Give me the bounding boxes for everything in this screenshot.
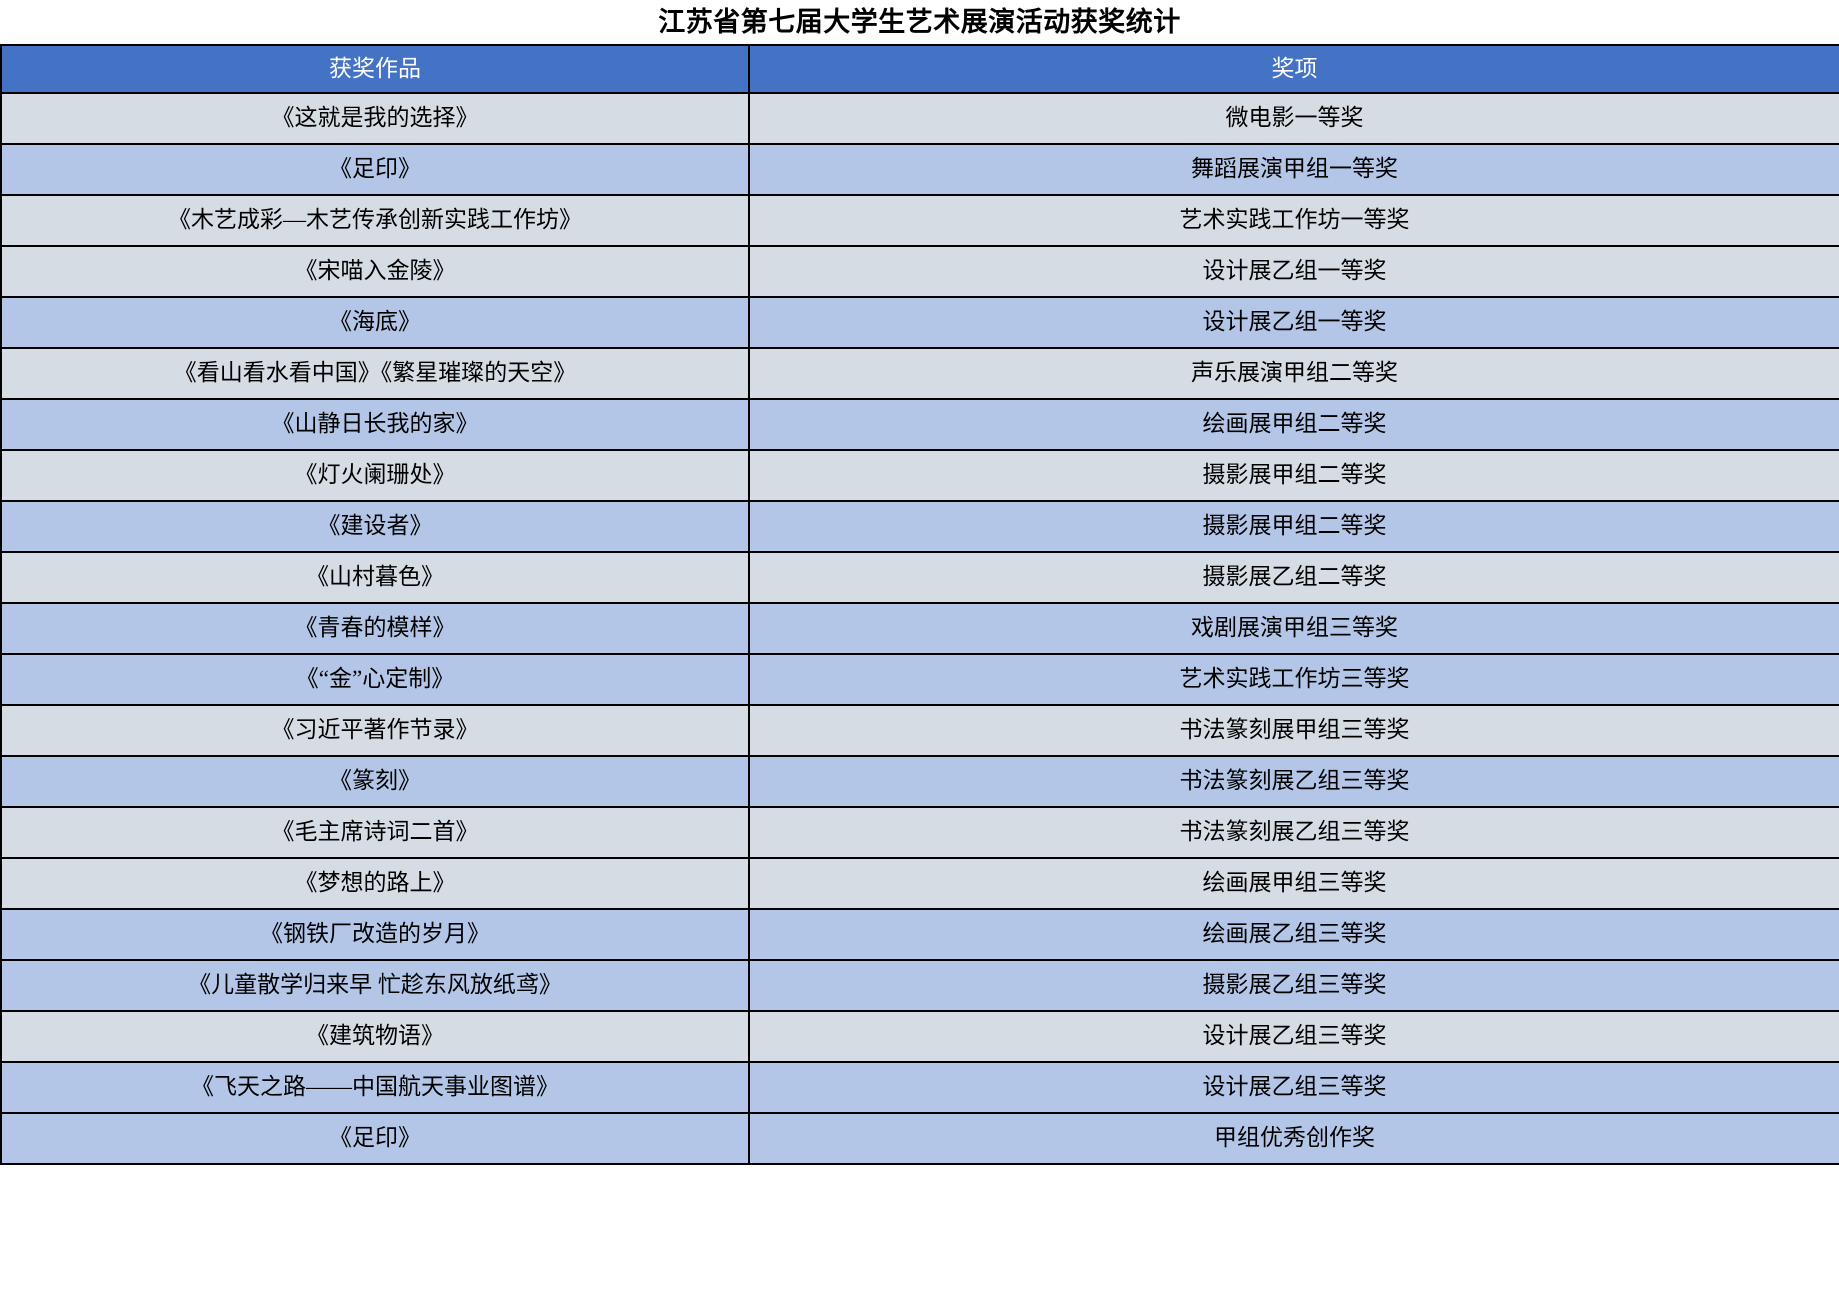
cell-award: 微电影一等奖	[748, 92, 1839, 145]
table-row: 《儿童散学归来早 忙趁东风放纸鸢》 摄影展乙组三等奖	[0, 959, 1839, 1012]
table-row: 《看山看水看中国》《繁星璀璨的天空》 声乐展演甲组二等奖	[0, 347, 1839, 400]
table-row: 《山村暮色》 摄影展乙组二等奖	[0, 551, 1839, 604]
table-row: 《青春的模样》 戏剧展演甲组三等奖	[0, 602, 1839, 655]
cell-award: 书法篆刻展乙组三等奖	[748, 806, 1839, 859]
cell-award: 绘画展甲组二等奖	[748, 398, 1839, 451]
cell-work: 《飞天之路——中国航天事业图谱》	[0, 1061, 750, 1114]
cell-award: 艺术实践工作坊三等奖	[748, 653, 1839, 706]
cell-award: 摄影展乙组三等奖	[748, 959, 1839, 1012]
column-header-award: 奖项	[748, 44, 1839, 94]
page-title-bar: 江苏省第七届大学生艺术展演活动获奖统计	[0, 0, 1839, 44]
cell-award: 书法篆刻展甲组三等奖	[748, 704, 1839, 757]
cell-award: 绘画展乙组三等奖	[748, 908, 1839, 961]
cell-award: 甲组优秀创作奖	[748, 1112, 1839, 1165]
table-row: 《建设者》 摄影展甲组二等奖	[0, 500, 1839, 553]
cell-work: 《海底》	[0, 296, 750, 349]
cell-work: 《毛主席诗词二首》	[0, 806, 750, 859]
cell-work: 《梦想的路上》	[0, 857, 750, 910]
cell-award: 声乐展演甲组二等奖	[748, 347, 1839, 400]
cell-award: 摄影展甲组二等奖	[748, 500, 1839, 553]
table-row: 《篆刻》 书法篆刻展乙组三等奖	[0, 755, 1839, 808]
cell-work: 《山村暮色》	[0, 551, 750, 604]
table-row: 《山静日长我的家》 绘画展甲组二等奖	[0, 398, 1839, 451]
cell-work: 《钢铁厂改造的岁月》	[0, 908, 750, 961]
cell-work: 《木艺成彩—木艺传承创新实践工作坊》	[0, 194, 750, 247]
table-row: 《宋喵入金陵》 设计展乙组一等奖	[0, 245, 1839, 298]
cell-award: 戏剧展演甲组三等奖	[748, 602, 1839, 655]
cell-work: 《“金”心定制》	[0, 653, 750, 706]
table-row: 《这就是我的选择》 微电影一等奖	[0, 92, 1839, 145]
cell-award: 绘画展甲组三等奖	[748, 857, 1839, 910]
cell-award: 设计展乙组一等奖	[748, 245, 1839, 298]
cell-work: 《青春的模样》	[0, 602, 750, 655]
table-row: 《灯火阑珊处》 摄影展甲组二等奖	[0, 449, 1839, 502]
cell-work: 《看山看水看中国》《繁星璀璨的天空》	[0, 347, 750, 400]
table-row: 《木艺成彩—木艺传承创新实践工作坊》 艺术实践工作坊一等奖	[0, 194, 1839, 247]
table-body: 《这就是我的选择》 微电影一等奖 《足印》 舞蹈展演甲组一等奖 《木艺成彩—木艺传承创新…	[0, 92, 1839, 1165]
cell-award: 摄影展甲组二等奖	[748, 449, 1839, 502]
table-row: 《梦想的路上》 绘画展甲组三等奖	[0, 857, 1839, 910]
cell-award: 设计展乙组一等奖	[748, 296, 1839, 349]
cell-work: 《习近平著作节录》	[0, 704, 750, 757]
table-row: 《“金”心定制》 艺术实践工作坊三等奖	[0, 653, 1839, 706]
table-row: 《钢铁厂改造的岁月》 绘画展乙组三等奖	[0, 908, 1839, 961]
cell-award: 艺术实践工作坊一等奖	[748, 194, 1839, 247]
table-row: 《毛主席诗词二首》 书法篆刻展乙组三等奖	[0, 806, 1839, 859]
table-row: 《建筑物语》 设计展乙组三等奖	[0, 1010, 1839, 1063]
table-header: 获奖作品 奖项	[0, 44, 1839, 94]
table-row: 《足印》 舞蹈展演甲组一等奖	[0, 143, 1839, 196]
cell-work: 《篆刻》	[0, 755, 750, 808]
cell-work: 《这就是我的选择》	[0, 92, 750, 145]
cell-award: 舞蹈展演甲组一等奖	[748, 143, 1839, 196]
cell-work: 《灯火阑珊处》	[0, 449, 750, 502]
cell-work: 《建设者》	[0, 500, 750, 553]
table-row: 《飞天之路——中国航天事业图谱》 设计展乙组三等奖	[0, 1061, 1839, 1114]
cell-work: 《足印》	[0, 143, 750, 196]
page-title: 江苏省第七届大学生艺术展演活动获奖统计	[658, 6, 1181, 37]
cell-work: 《宋喵入金陵》	[0, 245, 750, 298]
cell-award: 设计展乙组三等奖	[748, 1010, 1839, 1063]
cell-award: 设计展乙组三等奖	[748, 1061, 1839, 1114]
cell-work: 《儿童散学归来早 忙趁东风放纸鸢》	[0, 959, 750, 1012]
cell-award: 摄影展乙组二等奖	[748, 551, 1839, 604]
table-row: 《足印》 甲组优秀创作奖	[0, 1112, 1839, 1165]
column-header-work: 获奖作品	[0, 44, 750, 94]
cell-work: 《足印》	[0, 1112, 750, 1165]
table-row: 《习近平著作节录》 书法篆刻展甲组三等奖	[0, 704, 1839, 757]
table-header-row: 获奖作品 奖项	[0, 44, 1839, 94]
cell-work: 《建筑物语》	[0, 1010, 750, 1063]
cell-award: 书法篆刻展乙组三等奖	[748, 755, 1839, 808]
award-statistics-table: 获奖作品 奖项 《这就是我的选择》 微电影一等奖 《足印》 舞蹈展演甲组一等奖 《木艺成…	[0, 44, 1839, 1165]
table-row: 《海底》 设计展乙组一等奖	[0, 296, 1839, 349]
cell-work: 《山静日长我的家》	[0, 398, 750, 451]
